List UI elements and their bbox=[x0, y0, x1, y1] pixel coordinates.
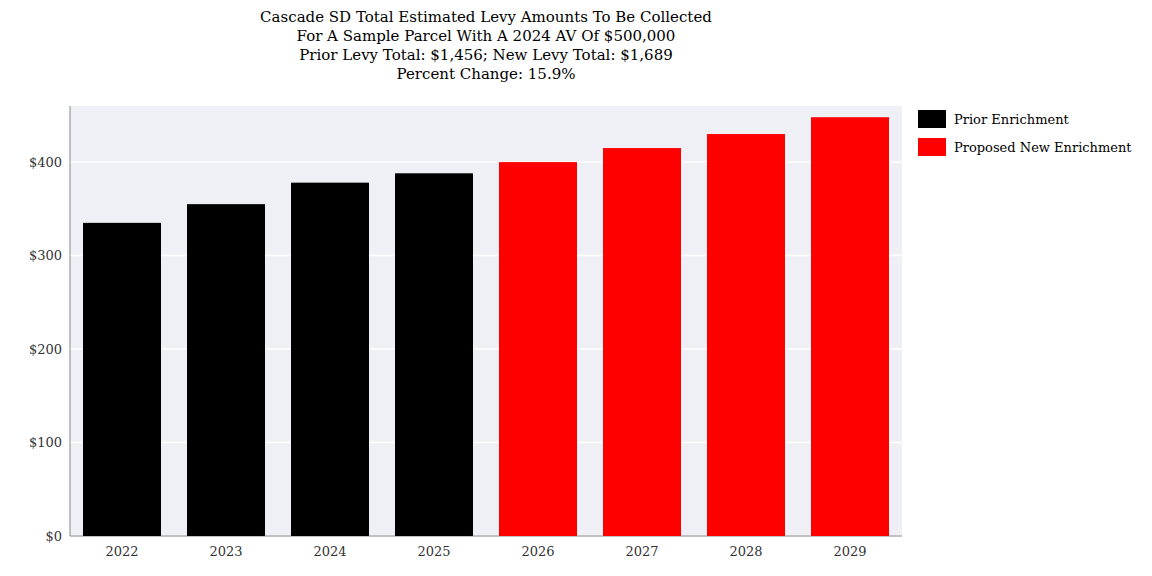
y-tick-label: $200 bbox=[29, 342, 62, 357]
chart: Cascade SD Total Estimated Levy Amounts … bbox=[0, 0, 1152, 576]
bar bbox=[395, 173, 473, 536]
bar bbox=[499, 162, 577, 536]
bar bbox=[83, 223, 161, 536]
x-tick-label: 2023 bbox=[209, 544, 242, 559]
x-tick-label: 2026 bbox=[521, 544, 554, 559]
y-tick-label: $100 bbox=[29, 435, 62, 450]
y-tick-label: $300 bbox=[29, 248, 62, 263]
y-axis-line bbox=[70, 106, 71, 536]
legend-swatch bbox=[918, 138, 946, 156]
legend-label: Proposed New Enrichment bbox=[954, 140, 1132, 155]
plot-background bbox=[70, 106, 902, 536]
bar bbox=[603, 148, 681, 536]
legend-label: Prior Enrichment bbox=[954, 112, 1070, 127]
legend: Prior Enrichment Proposed New Enrichment bbox=[918, 110, 1132, 156]
x-tick-label: 2022 bbox=[105, 544, 138, 559]
y-tick-label: $0 bbox=[45, 529, 62, 544]
y-tick-label: $400 bbox=[29, 155, 62, 170]
bar bbox=[187, 204, 265, 536]
bar bbox=[707, 134, 785, 536]
x-tick-label: 2029 bbox=[833, 544, 866, 559]
legend-swatch bbox=[918, 110, 946, 128]
x-tick-label: 2024 bbox=[313, 544, 346, 559]
x-tick-label: 2025 bbox=[417, 544, 450, 559]
bars bbox=[83, 117, 889, 536]
title: Cascade SD Total Estimated Levy Amounts … bbox=[260, 8, 712, 83]
x-tick-label: 2027 bbox=[625, 544, 658, 559]
x-tick-label: 2028 bbox=[729, 544, 762, 559]
bar bbox=[811, 117, 889, 536]
bar bbox=[291, 183, 369, 536]
